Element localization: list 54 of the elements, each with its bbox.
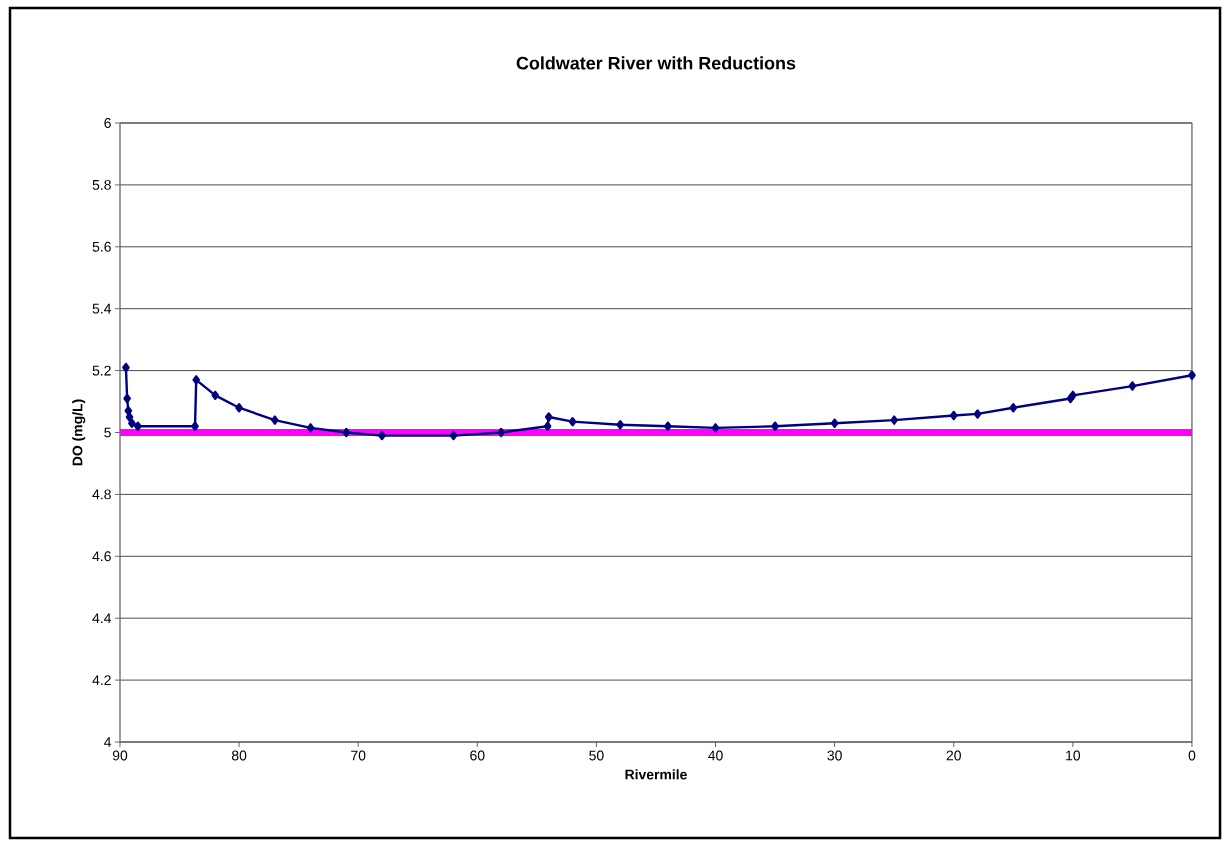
y-tick-label: 4	[104, 737, 112, 747]
point	[211, 390, 220, 401]
point	[342, 427, 351, 438]
point	[378, 430, 386, 441]
point	[1188, 370, 1196, 380]
point	[771, 421, 779, 432]
y-tick-label: 5.8	[92, 179, 111, 190]
x-tick-label: 30	[827, 750, 842, 761]
point	[271, 415, 279, 425]
point	[497, 427, 505, 438]
point	[544, 412, 553, 422]
x-tick-label: 90	[112, 750, 128, 761]
point	[1128, 381, 1137, 391]
point	[235, 403, 243, 413]
point	[890, 415, 899, 425]
point	[125, 412, 134, 422]
point	[122, 362, 130, 373]
y-tick-label: 4.2	[92, 675, 111, 685]
point	[830, 418, 839, 428]
point	[1009, 403, 1018, 413]
y-tick-label: 5.6	[92, 241, 111, 252]
point	[543, 421, 552, 432]
point	[123, 393, 131, 404]
x-tick-label: 10	[1066, 750, 1081, 761]
point	[306, 423, 315, 433]
point	[616, 420, 625, 430]
x-tick-label: 0	[1188, 750, 1196, 761]
point	[128, 418, 136, 428]
y-tick-label: 6	[104, 118, 111, 128]
point	[134, 421, 142, 432]
y-tick-label: 4.6	[92, 551, 111, 562]
chart-title: Coldwater River with Reductions	[516, 56, 796, 70]
x-axis-title: Rivermile	[625, 769, 687, 780]
x-tick-label: 20	[946, 750, 961, 761]
point	[973, 409, 982, 419]
y-tick-label: 4.4	[92, 613, 112, 623]
point	[949, 410, 958, 421]
y-tick-label: 4.8	[92, 489, 111, 500]
y-tick-label: 5	[104, 427, 111, 438]
point	[191, 421, 199, 432]
point	[449, 430, 458, 441]
y-tick-label: 5.2	[92, 365, 111, 376]
x-tick-label: 60	[470, 750, 485, 761]
point	[124, 406, 133, 416]
x-tick-label: 40	[708, 750, 723, 761]
x-tick-label: 70	[351, 750, 366, 761]
point	[664, 421, 672, 432]
x-tick-label: 50	[589, 750, 604, 761]
y-axis-title: DO (mg/L)	[72, 399, 86, 466]
x-tick-label: 80	[231, 750, 247, 761]
y-tick-label: 5.4	[92, 303, 112, 314]
point	[192, 375, 201, 385]
point	[711, 423, 720, 433]
point	[568, 416, 577, 427]
